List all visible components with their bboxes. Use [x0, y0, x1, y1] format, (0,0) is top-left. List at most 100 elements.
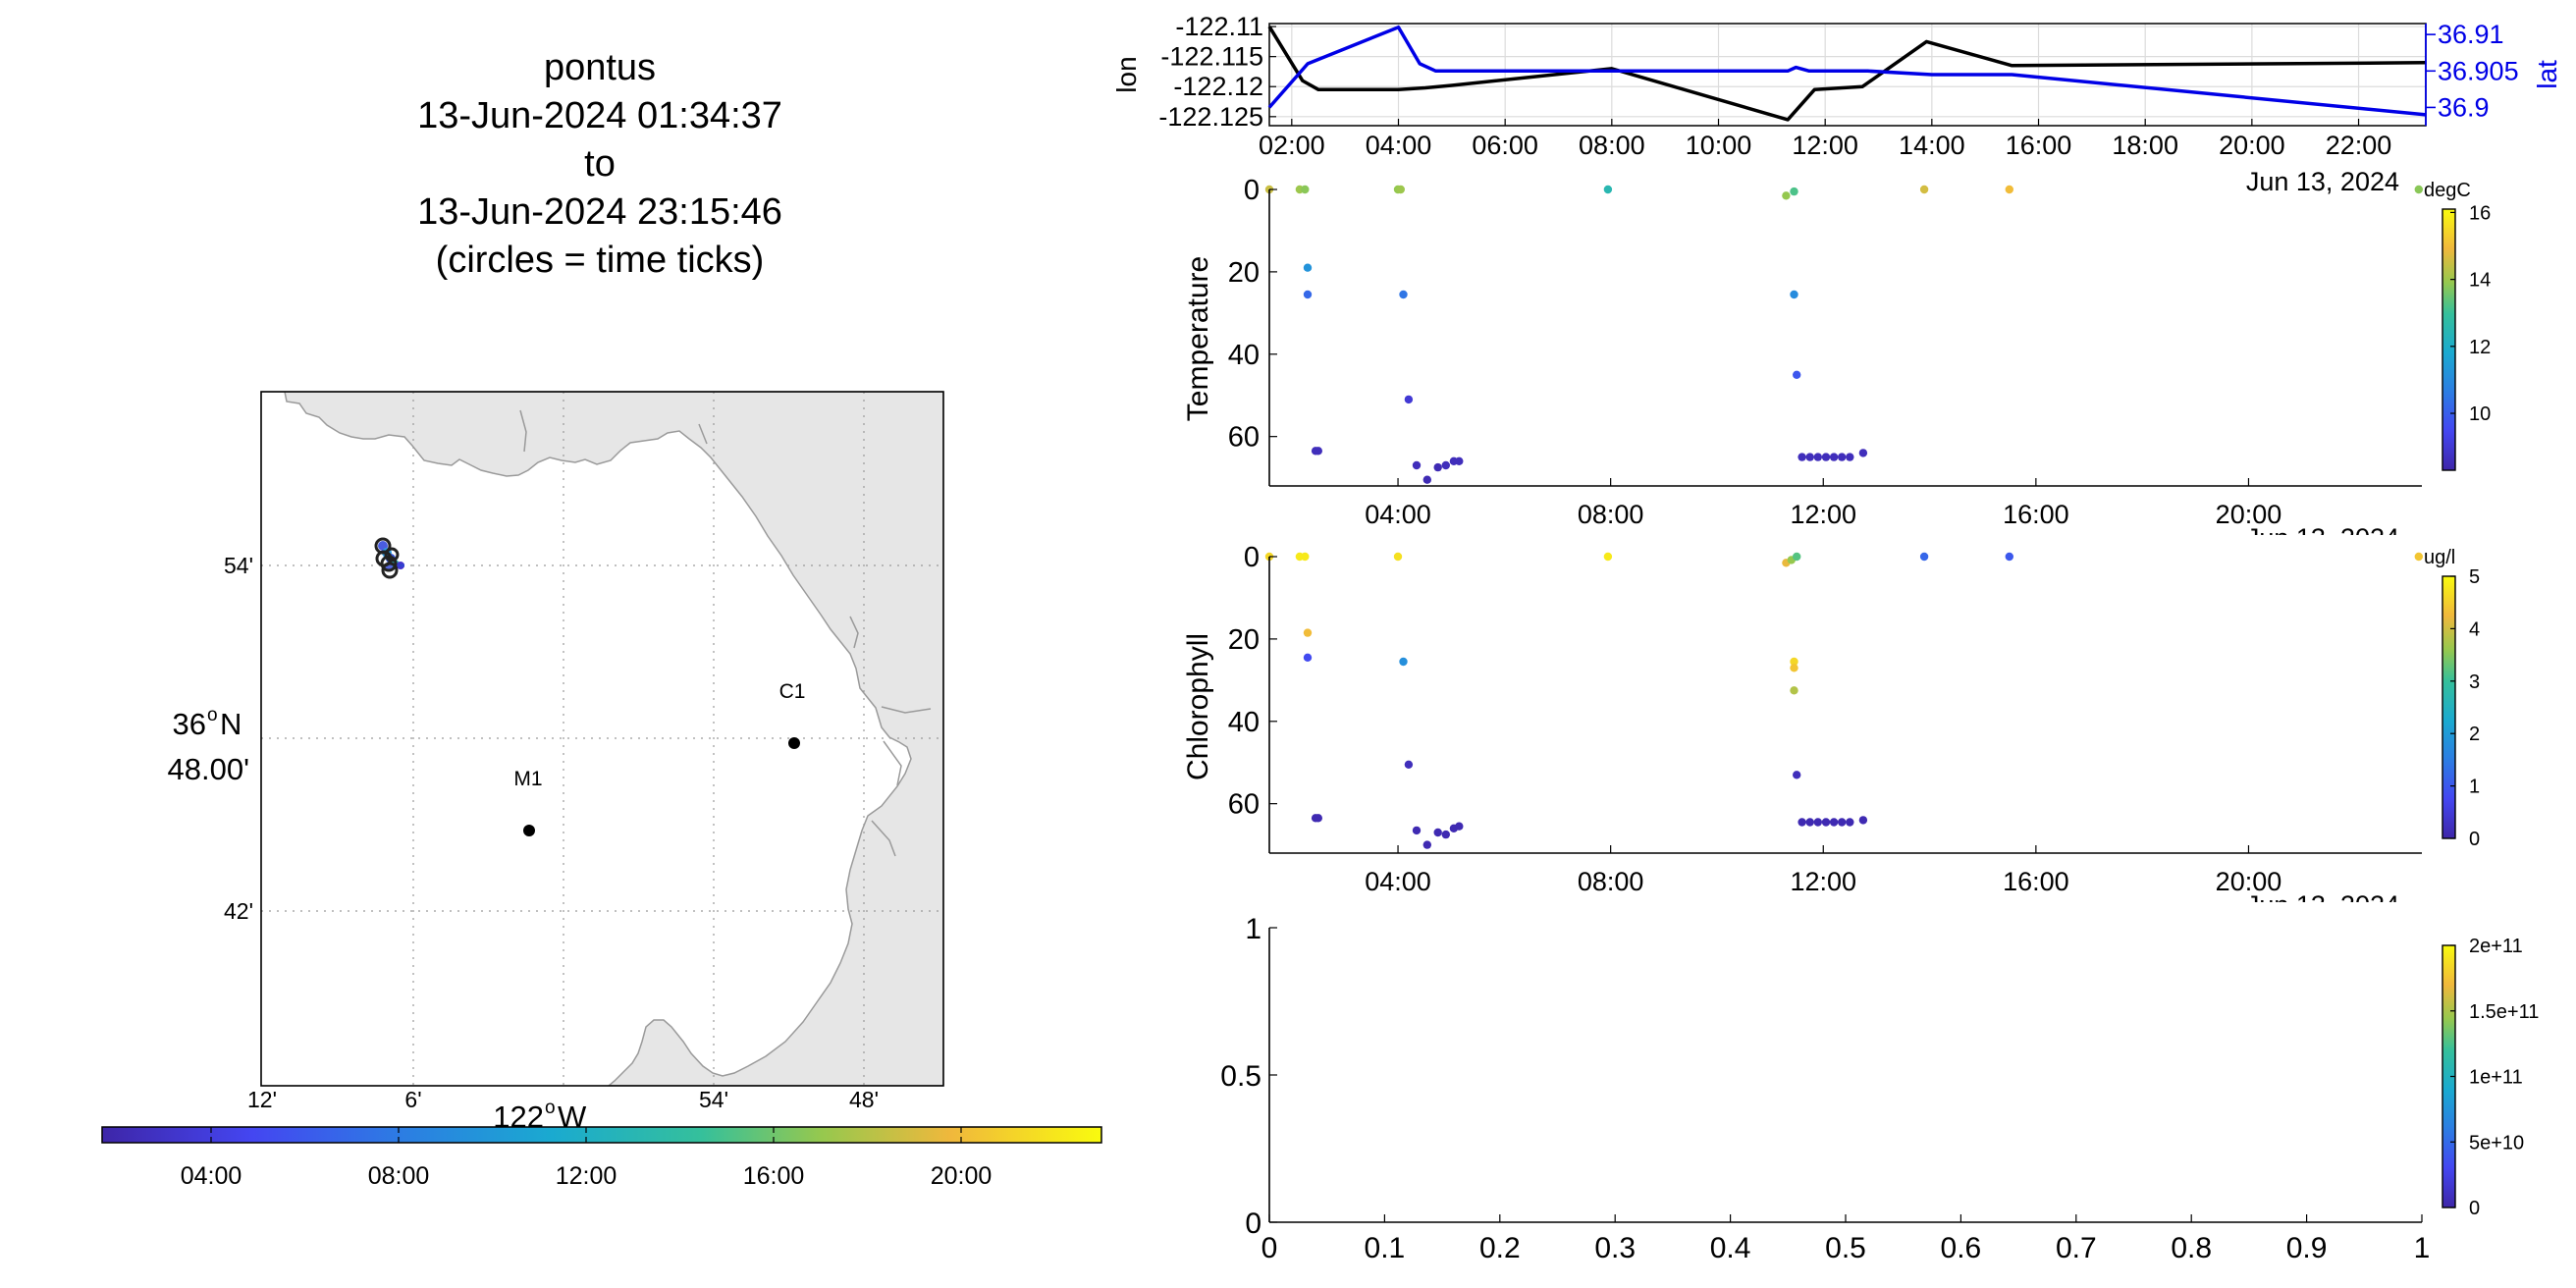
chlorophyll-y-tick-label: 20	[1228, 624, 1260, 656]
map-frame	[260, 391, 944, 1087]
chlorophyll-y-tick-label: 40	[1228, 707, 1260, 738]
temperature-data-point	[1303, 290, 1313, 299]
lonlat-x-tick-label: 10:00	[1686, 131, 1752, 160]
temperature-y-tick-label: 0	[1244, 175, 1260, 206]
title-line-2: 13-Jun-2024 01:34:37	[417, 95, 782, 136]
empty-panel-colorbar-tick-label: 2e+11	[2469, 936, 2523, 957]
lon-center-deg-symbol: o	[545, 1098, 556, 1118]
lon-y-tick-label: -122.12	[1173, 72, 1263, 101]
temperature-y-tick-label: 60	[1228, 422, 1260, 454]
chlorophyll-data-point	[1441, 830, 1451, 839]
time-tick-circle	[380, 555, 398, 572]
chlorophyll-x-tick-label: 08:00	[1578, 867, 1644, 896]
empty-panel: 0 0.1 0.2 0.3 0.4 0.5 0.6 0.7 0.8 0.9 1 1 0.5 0 2e+11 1…	[1220, 913, 2539, 1264]
lonlat-x-tick-label: 12:00	[1792, 131, 1858, 160]
empty-panel-x-tick-label: 0.4	[1710, 1232, 1751, 1264]
chlorophyll-colorbar-tick-label: 0	[2469, 829, 2480, 850]
temperature-x-tick-label: 12:00	[1790, 500, 1856, 529]
temperature-data-point	[1404, 395, 1414, 404]
empty-panel-x-tick-label: 0.3	[1594, 1232, 1636, 1264]
lat-center-deg-value: 36	[173, 707, 206, 741]
chlorophyll-data-point	[2414, 552, 2423, 562]
temperature-data-point	[1793, 370, 1801, 379]
lonlat-x-tick-label: 08:00	[1579, 131, 1645, 160]
chlorophyll-data-point	[1805, 818, 1814, 827]
time-colorbar-tick: 04:00	[181, 1162, 242, 1190]
chlorophyll-x-tick-label: 04:00	[1365, 867, 1431, 896]
lonlat-lines	[1267, 25, 2427, 122]
empty-panel-axes: 0 0.1 0.2 0.3 0.4 0.5 0.6 0.7 0.8 0.9 1 1 0.5 0 2e+11 1…	[1220, 913, 2539, 1264]
chlorophyll-colorbar-tick-label: 3	[2469, 671, 2480, 693]
empty-panel-x-tick-label: 0.2	[1479, 1232, 1521, 1264]
lat-center-label: 36 o N 48.00'	[168, 705, 250, 786]
lat-series-line	[1267, 25, 2427, 117]
chlorophyll-data-point	[1303, 628, 1313, 637]
lon-axis-label: lon	[1111, 56, 1142, 92]
lon-tick-12: 12'	[247, 1087, 277, 1112]
lat-axis-label: lat	[2532, 60, 2562, 89]
temperature-data-point	[1829, 453, 1839, 461]
temperature-data-point	[1919, 185, 1929, 194]
title-line-4: 13-Jun-2024 23:15:46	[417, 191, 782, 233]
temperature-colorbar-bar	[2442, 208, 2456, 471]
chlorophyll-data-point	[1399, 657, 1408, 667]
temperature-data-point	[1805, 453, 1814, 461]
chlorophyll-data-point	[1798, 818, 1806, 827]
temperature-colorbar: 16 14 12 10	[2442, 202, 2491, 471]
empty-panel-x-tick-label: 0.7	[2056, 1232, 2097, 1264]
empty-panel-x-tick-label: 0	[1261, 1232, 1278, 1264]
chlorophyll-data-point	[1821, 818, 1831, 827]
lonlat-date-label: Jun 13, 2024	[2246, 167, 2399, 196]
empty-panel-x-tick-label: 0.5	[1825, 1232, 1866, 1264]
figure-title: pontus 13-Jun-2024 01:34:37 to 13-Jun-20…	[417, 47, 782, 281]
temperature-data-point	[1422, 475, 1432, 484]
temperature-data-point	[1396, 185, 1406, 194]
lonlat-x-tick-label: 02:00	[1259, 131, 1325, 160]
lon-y-tick-label: -122.11	[1175, 12, 1263, 41]
temperature-data-point	[1813, 453, 1823, 461]
chlorophyll-data-point	[1404, 760, 1414, 769]
lat-y-tick-label: 36.905	[2438, 56, 2519, 85]
lonlat-x-tick-label: 18:00	[2112, 131, 2178, 160]
lon-tick-48: 48'	[849, 1087, 879, 1112]
chlorophyll-data-point	[2005, 552, 2013, 562]
temperature-data-point	[1455, 456, 1464, 465]
empty-panel-colorbar-tick-label: 1.5e+11	[2469, 1001, 2539, 1023]
lonlat-x-tick-label: 04:00	[1366, 131, 1432, 160]
station-c1: C1	[779, 680, 805, 749]
chlorophyll-data-point	[1793, 771, 1801, 779]
title-line-5: (circles = time ticks)	[436, 240, 765, 281]
station-m1: M1	[513, 768, 543, 836]
chlorophyll-colorbar-bar	[2442, 575, 2456, 839]
chlorophyll-data-point	[1838, 818, 1847, 827]
temperature-colorbar-tick-label: 16	[2469, 202, 2491, 224]
temperature-date-label: Jun 13, 2024	[2246, 523, 2399, 553]
chlorophyll-data-point	[1301, 552, 1310, 562]
chlorophyll-data-point	[1455, 822, 1464, 831]
empty-panel-colorbar: 2e+11 1.5e+11 1e+11 5e+10 0	[2442, 936, 2539, 1219]
chlorophyll-data-point	[1813, 818, 1823, 827]
lonlat-x-tick-label: 14:00	[1899, 131, 1965, 160]
chlorophyll-data-point	[1846, 818, 1854, 827]
chlorophyll-colorbar-unit: ug/l	[2424, 547, 2455, 568]
temperature-x-tick-label: 08:00	[1578, 500, 1644, 529]
chlorophyll-data-point	[1393, 552, 1403, 562]
temperature-data-point	[1433, 462, 1442, 472]
time-tick-circle	[381, 562, 399, 579]
lat-y-tick-label: 36.9	[2438, 92, 2490, 122]
temperature-y-tick-label: 20	[1228, 257, 1260, 289]
lonlat-panel: 02:00 04:00 06:00 08:00 10:00 12:00 14:00 16:00…	[1111, 12, 2562, 196]
temperature-data-point	[1790, 187, 1798, 196]
temperature-y-tick-label: 40	[1228, 340, 1260, 371]
chlorophyll-data-point	[1303, 653, 1313, 662]
empty-panel-y-tick-label: 0.5	[1220, 1060, 1261, 1093]
chlorophyll-axis-label: Chlorophyll	[1182, 633, 1214, 780]
lonlat-x-tick-label: 06:00	[1472, 131, 1538, 160]
lon-tick-54: 54'	[699, 1087, 728, 1112]
chlorophyll-colorbar-tick-label: 4	[2469, 618, 2480, 640]
map-land-coastline	[261, 392, 943, 1086]
empty-panel-x-tick-label: 0.6	[1941, 1232, 1982, 1264]
chlorophyll-data-point	[1603, 552, 1613, 562]
